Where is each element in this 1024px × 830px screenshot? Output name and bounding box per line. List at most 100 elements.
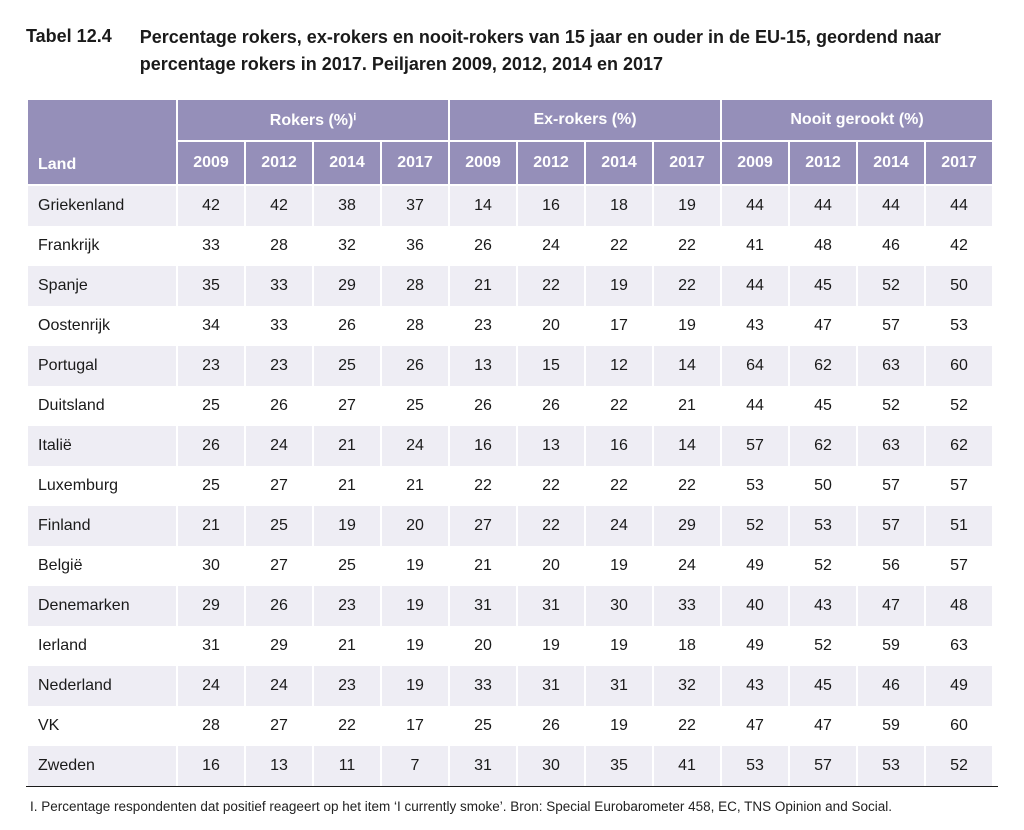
cell-value: 27 (245, 466, 313, 506)
cell-value: 30 (177, 546, 245, 586)
cell-value: 42 (245, 185, 313, 226)
table-footnote: I. Percentage respondenten dat positief … (26, 786, 998, 820)
cell-value: 19 (585, 626, 653, 666)
table-row: Duitsland252627252626222144455252 (27, 386, 993, 426)
cell-value: 20 (381, 506, 449, 546)
cell-value: 26 (517, 706, 585, 746)
cell-value: 19 (381, 666, 449, 706)
cell-value: 25 (177, 466, 245, 506)
cell-value: 22 (585, 386, 653, 426)
cell-value: 25 (381, 386, 449, 426)
cell-value: 21 (313, 466, 381, 506)
col-year: 2009 (721, 141, 789, 185)
cell-country: België (27, 546, 177, 586)
table-row: België302725192120192449525657 (27, 546, 993, 586)
cell-value: 28 (245, 226, 313, 266)
cell-value: 43 (721, 666, 789, 706)
table-row: Italië262421241613161457626362 (27, 426, 993, 466)
col-group-never-smoked: Nooit gerookt (%) (721, 99, 993, 141)
cell-value: 19 (381, 546, 449, 586)
col-year: 2012 (517, 141, 585, 185)
cell-value: 24 (381, 426, 449, 466)
cell-value: 18 (653, 626, 721, 666)
cell-value: 27 (313, 386, 381, 426)
cell-value: 59 (857, 706, 925, 746)
cell-value: 33 (177, 226, 245, 266)
cell-value: 26 (177, 426, 245, 466)
cell-value: 16 (585, 426, 653, 466)
cell-value: 46 (857, 666, 925, 706)
cell-value: 52 (857, 386, 925, 426)
cell-value: 30 (517, 746, 585, 786)
cell-value: 42 (925, 226, 993, 266)
cell-value: 23 (177, 346, 245, 386)
cell-country: Finland (27, 506, 177, 546)
col-group-smokers: Rokers (%)ⁱ (177, 99, 449, 141)
col-group-ex-smokers: Ex-rokers (%) (449, 99, 721, 141)
cell-value: 57 (857, 506, 925, 546)
cell-value: 45 (789, 386, 857, 426)
cell-value: 44 (721, 386, 789, 426)
table-row: Nederland242423193331313243454649 (27, 666, 993, 706)
cell-value: 26 (517, 386, 585, 426)
cell-value: 21 (449, 266, 517, 306)
cell-value: 63 (857, 426, 925, 466)
table-caption: Tabel 12.4 Percentage rokers, ex-rokers … (26, 24, 998, 78)
cell-value: 7 (381, 746, 449, 786)
table-row: Frankrijk332832362624222241484642 (27, 226, 993, 266)
cell-value: 43 (789, 586, 857, 626)
cell-country: Frankrijk (27, 226, 177, 266)
cell-value: 31 (585, 666, 653, 706)
cell-value: 28 (381, 306, 449, 346)
cell-value: 41 (653, 746, 721, 786)
cell-value: 53 (857, 746, 925, 786)
table-row: Oostenrijk343326282320171943475753 (27, 306, 993, 346)
cell-value: 53 (789, 506, 857, 546)
cell-value: 26 (449, 386, 517, 426)
cell-value: 19 (585, 546, 653, 586)
cell-value: 19 (313, 506, 381, 546)
cell-value: 47 (789, 706, 857, 746)
data-table: Land Rokers (%)ⁱ Ex-rokers (%) Nooit ger… (26, 98, 994, 786)
cell-value: 16 (517, 185, 585, 226)
cell-value: 44 (857, 185, 925, 226)
cell-value: 48 (789, 226, 857, 266)
cell-value: 31 (177, 626, 245, 666)
col-year: 2012 (789, 141, 857, 185)
table-row: Ierland312921192019191849525963 (27, 626, 993, 666)
cell-value: 24 (517, 226, 585, 266)
cell-value: 28 (381, 266, 449, 306)
col-year: 2017 (925, 141, 993, 185)
cell-value: 19 (653, 306, 721, 346)
cell-value: 43 (721, 306, 789, 346)
cell-value: 21 (177, 506, 245, 546)
table-number: Tabel 12.4 (26, 24, 112, 47)
cell-value: 33 (245, 266, 313, 306)
cell-value: 44 (721, 266, 789, 306)
cell-value: 27 (245, 546, 313, 586)
cell-value: 64 (721, 346, 789, 386)
cell-value: 35 (585, 746, 653, 786)
cell-value: 48 (925, 586, 993, 626)
cell-value: 57 (925, 466, 993, 506)
cell-value: 21 (653, 386, 721, 426)
cell-value: 22 (653, 466, 721, 506)
cell-value: 14 (653, 426, 721, 466)
cell-value: 23 (313, 666, 381, 706)
table-body: Griekenland424238371416181944444444Frank… (27, 185, 993, 786)
cell-value: 50 (789, 466, 857, 506)
cell-value: 45 (789, 666, 857, 706)
cell-country: Duitsland (27, 386, 177, 426)
cell-value: 17 (381, 706, 449, 746)
cell-value: 47 (789, 306, 857, 346)
cell-value: 33 (245, 306, 313, 346)
cell-value: 37 (381, 185, 449, 226)
cell-value: 16 (449, 426, 517, 466)
cell-value: 25 (313, 546, 381, 586)
cell-value: 22 (585, 226, 653, 266)
cell-value: 12 (585, 346, 653, 386)
cell-value: 14 (449, 185, 517, 226)
cell-value: 24 (177, 666, 245, 706)
cell-value: 19 (585, 266, 653, 306)
col-year: 2009 (177, 141, 245, 185)
